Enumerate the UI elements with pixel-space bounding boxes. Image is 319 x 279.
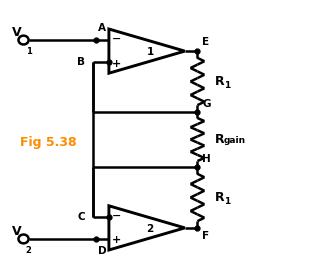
Text: 1: 1 <box>224 197 231 206</box>
Text: R: R <box>215 75 225 88</box>
Text: B: B <box>77 57 85 67</box>
Text: +: + <box>112 235 122 245</box>
Text: 1: 1 <box>146 47 154 57</box>
Text: −: − <box>112 34 122 44</box>
Text: +: + <box>112 59 122 69</box>
Text: H: H <box>202 154 211 164</box>
Text: E: E <box>202 37 209 47</box>
Text: C: C <box>78 212 85 222</box>
Text: R: R <box>215 191 225 204</box>
Text: −: − <box>112 210 122 220</box>
Text: Fig 5.38: Fig 5.38 <box>20 136 77 149</box>
Text: D: D <box>98 246 107 256</box>
Text: 2: 2 <box>146 224 154 234</box>
Text: G: G <box>202 99 211 109</box>
Text: V: V <box>12 225 22 237</box>
Text: 1: 1 <box>224 81 231 90</box>
Text: gain: gain <box>224 136 246 145</box>
Text: A: A <box>98 23 106 33</box>
Text: F: F <box>202 231 209 241</box>
Text: V: V <box>12 26 22 39</box>
Text: R: R <box>215 133 225 146</box>
Text: 2: 2 <box>26 246 32 255</box>
Text: 1: 1 <box>26 47 32 56</box>
